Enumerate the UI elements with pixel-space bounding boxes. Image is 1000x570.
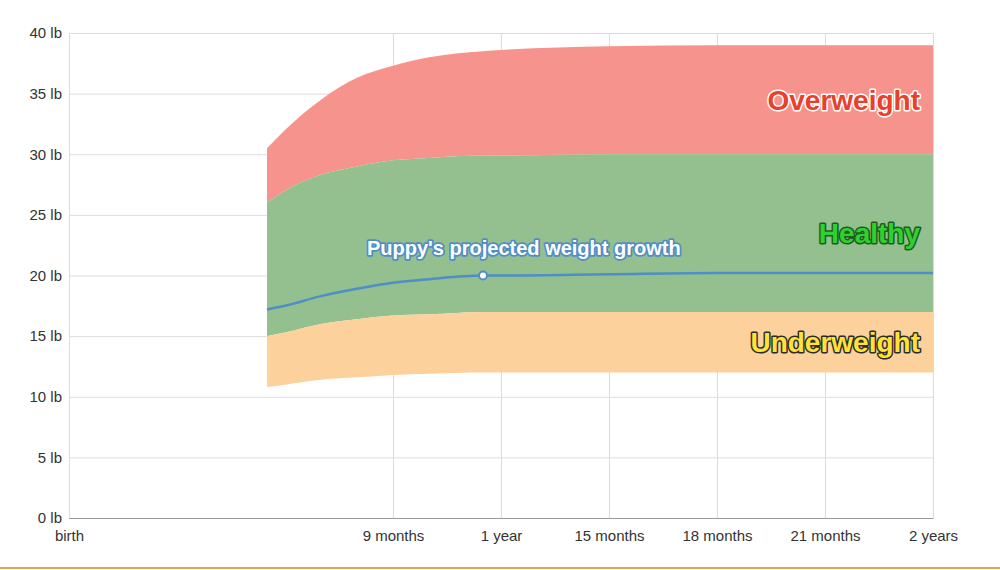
tick-label: 15 months <box>574 527 644 544</box>
tick-label: 25 lb <box>29 206 62 223</box>
tick-label: 2 years <box>909 527 958 544</box>
chart-container: 0 lb 5 lb 10 lb 15 lb 20 lb 25 lb 30 lb 35 lb 40… <box>0 0 1000 570</box>
tick-label: 40 lb <box>29 24 62 41</box>
x-axis: birth 9 months 1 year 15 months 18 months 21 … <box>55 33 958 544</box>
grid-line <box>933 33 934 518</box>
axis-line <box>69 34 70 519</box>
tick-label: 10 lb <box>29 388 62 405</box>
axis-line <box>70 518 934 519</box>
tick: 5 lb <box>38 449 933 466</box>
tick-label: 21 months <box>790 527 860 544</box>
band-label: Underweight <box>750 327 920 358</box>
tick-label: 30 lb <box>29 146 62 163</box>
tick-label: 9 months <box>363 527 425 544</box>
tick-label: 15 lb <box>29 327 62 344</box>
marker-point <box>479 272 487 280</box>
tick: 40 lb <box>29 24 933 41</box>
tick-label: 20 lb <box>29 267 62 284</box>
line-label: Puppy's projected weight growth <box>367 237 681 259</box>
tick: 0 lb <box>38 509 933 526</box>
series-line <box>267 273 933 309</box>
grid-line <box>69 33 70 518</box>
tick-label: 0 lb <box>38 509 62 526</box>
tick-label: birth <box>55 527 84 544</box>
chart-svg: 0 lb 5 lb 10 lb 15 lb 20 lb 25 lb 30 lb 35 lb 40… <box>0 0 1000 570</box>
band-label: Overweight <box>768 85 920 116</box>
band-area <box>267 154 933 336</box>
annotations: Overweight Healthy Underweight Puppy's proj… <box>367 85 920 359</box>
tick: 10 lb <box>29 388 933 405</box>
band-label: Healthy <box>819 218 921 249</box>
marks <box>267 45 933 387</box>
tick-label: 18 months <box>682 527 752 544</box>
tick-label: 35 lb <box>29 85 62 102</box>
bottom-rule <box>0 567 1000 569</box>
tick-label: 1 year <box>481 527 523 544</box>
tick: birth <box>55 33 84 544</box>
tick-label: 5 lb <box>38 449 62 466</box>
grid-line <box>69 518 933 519</box>
y-axis: 0 lb 5 lb 10 lb 15 lb 20 lb 25 lb 30 lb 35 lb 40… <box>29 24 933 526</box>
band-area <box>267 312 933 387</box>
